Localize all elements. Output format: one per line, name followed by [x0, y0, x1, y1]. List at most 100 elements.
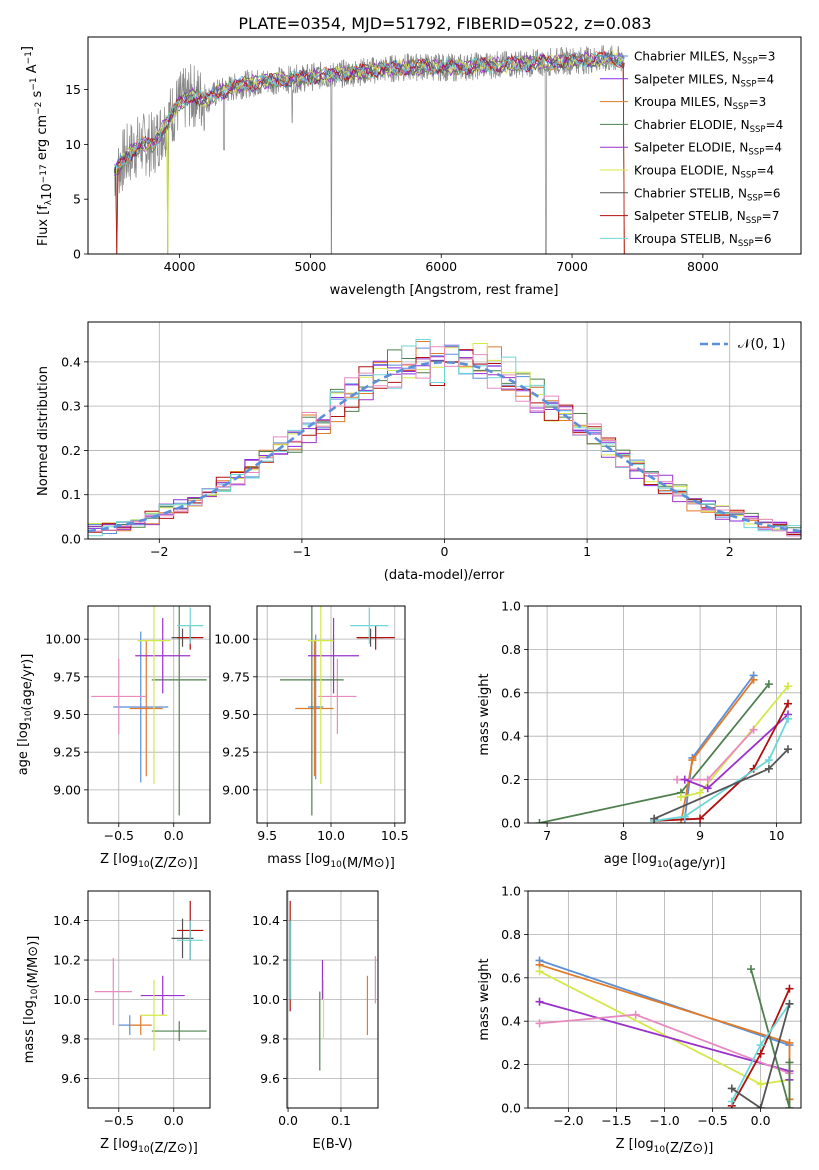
- plus-marker: [784, 682, 792, 691]
- label-subscript: 10: [330, 860, 342, 870]
- plus-marker: [756, 1104, 765, 1108]
- label-subscript: 10: [24, 710, 34, 722]
- x-tick-label: −0.5: [104, 1113, 134, 1128]
- y-tick-label: 0.6: [501, 685, 521, 700]
- legend-count: =4: [756, 164, 774, 178]
- label-part: log: [118, 1137, 138, 1152]
- y-axis-label-part: −2: [34, 102, 44, 115]
- y-tick-label: 9.6: [260, 1071, 280, 1086]
- x-axis-label: Z [log10(Z/Z⊙)]: [616, 1137, 714, 1156]
- legend-label: Chabrier STELIB, NSSP=6: [634, 186, 781, 203]
- plus-marker: [756, 1049, 765, 1058]
- label-part: (age/yr)]: [668, 856, 725, 871]
- plot-area: [91, 606, 207, 816]
- legend-label: Salpeter STELIB, NSSP=7: [634, 209, 779, 226]
- label-part: (Z/Z⊙)]: [665, 1141, 713, 1156]
- legend-label: 𝒩(0, 1): [738, 337, 785, 352]
- label-subscript: 10: [138, 1145, 150, 1155]
- x-tick-label: 9.5: [257, 828, 277, 843]
- axes-frame: [87, 36, 802, 255]
- plus-marker: [764, 764, 773, 773]
- label-part: Z [: [100, 852, 118, 867]
- legend-name: Salpeter STELIB, N: [634, 209, 746, 223]
- y-tick-label: 9.00: [222, 782, 250, 797]
- plus-marker: [756, 1041, 765, 1050]
- legend-name: Kroupa MILES, N: [634, 95, 733, 109]
- plus-marker: [785, 1038, 794, 1047]
- x-tick-label: −1: [293, 544, 311, 559]
- label-part: log: [118, 852, 138, 867]
- y-tick-label: 1.0: [501, 884, 521, 899]
- y-tick-label: 9.50: [222, 707, 250, 722]
- legend-count: =3: [758, 50, 776, 64]
- x-tick-label: 10.5: [381, 828, 409, 843]
- y-tick-label: 1.0: [501, 599, 521, 614]
- plus-marker: [747, 965, 756, 974]
- y-axis-label-part: −1: [24, 51, 34, 64]
- legend-label: Salpeter MILES, NSSP=4: [634, 72, 774, 89]
- x-tick-label: 0: [441, 544, 449, 559]
- plus-marker: [535, 1019, 544, 1028]
- model-fit-line: [113, 51, 625, 169]
- legend-label: Kroupa MILES, NSSP=3: [634, 95, 766, 112]
- spectrum-chart: 4000 5000 6000 7000 8000 0 5 10 15 wavelength [An…: [20, 36, 802, 298]
- x-tick-label: 0.0: [278, 1113, 298, 1128]
- label-part: Z [: [616, 1137, 634, 1152]
- y-tick-label: 10.00: [214, 632, 250, 647]
- legend-name: Kroupa ELODIE, N: [634, 164, 741, 178]
- plus-marker: [535, 997, 544, 1006]
- legend-subscript: SSP: [733, 102, 749, 112]
- y-tick-label: 0.6: [501, 970, 521, 985]
- y-axis-label-part: ]: [20, 46, 35, 51]
- y-tick-label: 0.2: [501, 772, 521, 787]
- legend-subscript: SSP: [750, 125, 766, 135]
- legend-count: =6: [754, 232, 772, 246]
- label-subscript: 10: [654, 1145, 666, 1155]
- y-tick-label: 5: [73, 192, 81, 207]
- x-tick-label: 9: [696, 828, 704, 843]
- plus-marker: [785, 984, 794, 993]
- plus-marker: [631, 1010, 640, 1019]
- y-tick-label: 0.4: [61, 354, 81, 369]
- plus-marker: [703, 784, 712, 793]
- plot-area: [279, 606, 395, 816]
- x-axis-label: (data-model)/error: [384, 568, 505, 583]
- label-part: (M/M⊙)]: [342, 856, 395, 871]
- x-tick-label: −1.0: [649, 1113, 679, 1128]
- legend-count: =6: [763, 186, 781, 200]
- y-tick-label: 0.4: [501, 1014, 521, 1029]
- plot-area: [289, 900, 376, 1071]
- plus-marker: [749, 725, 758, 734]
- x-tick-label: 10.0: [317, 828, 345, 843]
- plot-area: [535, 956, 794, 1108]
- x-tick-label: 8000: [687, 259, 719, 274]
- weight-series-line: [654, 703, 789, 822]
- legend-name: Salpeter MILES, N: [634, 72, 741, 86]
- y-axis-label-part: −17: [39, 164, 49, 183]
- legend-subscript: SSP: [747, 193, 763, 203]
- x-tick-label: −0.5: [697, 1113, 727, 1128]
- histogram-step-line: [88, 346, 801, 537]
- y-tick-label: 10.00: [45, 632, 81, 647]
- plus-marker: [535, 967, 544, 976]
- x-tick-label: 6000: [425, 259, 457, 274]
- legend-name: Kroupa STELIB, N: [634, 232, 738, 246]
- y-tick-label: 9.8: [260, 1031, 280, 1046]
- plus-marker: [785, 1104, 794, 1108]
- y-axis-label-part: 10: [40, 183, 55, 200]
- x-tick-label: −2: [150, 544, 168, 559]
- observed-spectrum-line: [113, 45, 625, 254]
- label-subscript: 10: [30, 988, 40, 1000]
- y-tick-label: 10.4: [252, 913, 280, 928]
- y-tick-label: 10.0: [53, 992, 81, 1007]
- plot-area: [88, 339, 801, 537]
- x-axis-label: mass [log10(M/M⊙)]: [267, 852, 395, 871]
- y-axis-label: mass weight: [477, 673, 492, 755]
- label-part: (Z/Z⊙)]: [150, 1141, 198, 1156]
- legend-name: Chabrier MILES, N: [634, 50, 742, 64]
- x-tick-label: 8: [620, 828, 628, 843]
- legend-name: Salpeter ELODIE, N: [634, 141, 748, 155]
- model-fit-line: [113, 51, 625, 173]
- plus-marker: [727, 1084, 736, 1093]
- y-axis-label-part: s: [30, 90, 45, 101]
